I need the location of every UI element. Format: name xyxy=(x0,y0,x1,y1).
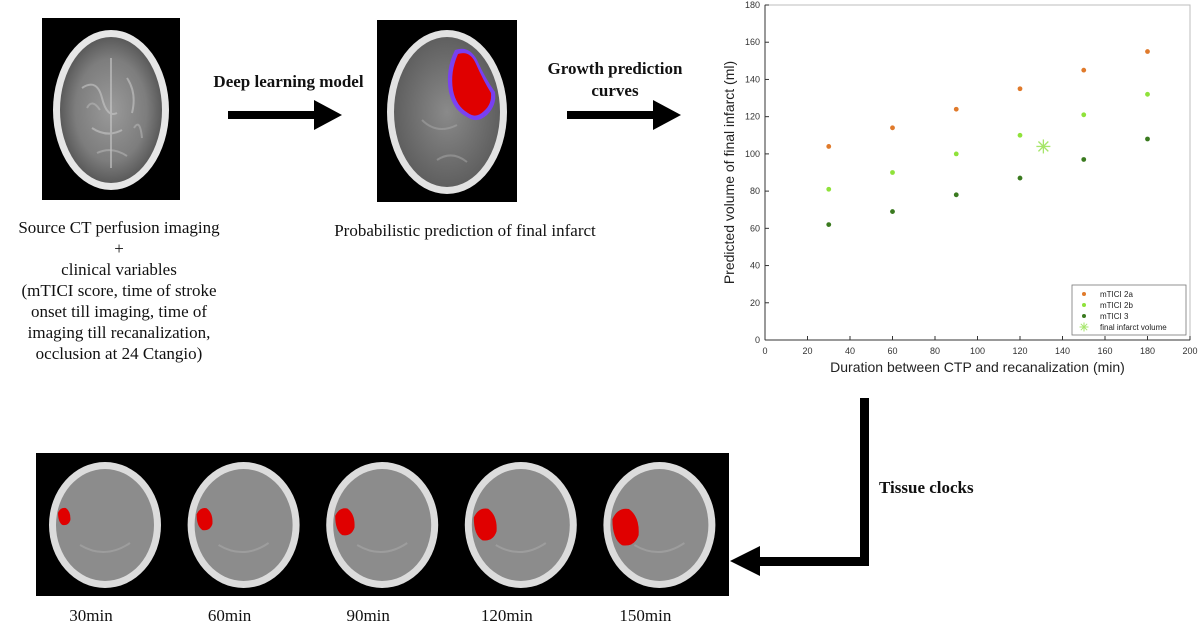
chart-y-axis-label: Predicted volume of final infarct (ml) xyxy=(721,61,737,284)
chart-point-mtici-2b xyxy=(826,186,832,192)
tissue-clock-frame xyxy=(49,462,161,588)
chart-x-tick-label: 140 xyxy=(1055,346,1070,356)
tissue-clock-frame xyxy=(464,462,577,588)
chart-y-tick-label: 120 xyxy=(745,112,760,122)
source-caption-line: occlusion at 24 Ctangio) xyxy=(35,344,203,363)
chart-point-mtici-2a xyxy=(1081,67,1087,73)
chart-point-mtici-2b xyxy=(1081,112,1087,118)
infarct-region xyxy=(196,508,213,531)
chart-x-tick-label: 60 xyxy=(887,346,897,356)
infarct-region xyxy=(58,507,71,526)
tissue-clocks-label: Tissue clocks xyxy=(879,478,974,497)
source-caption: Source CT perfusion imaging + clinical v… xyxy=(0,217,238,364)
source-ct-scan xyxy=(53,30,169,190)
chart-point-mtici-3 xyxy=(953,192,959,198)
prediction-ct-scan xyxy=(387,30,507,194)
chart-point-final-infarct xyxy=(1036,139,1051,154)
tissue-clock-strip xyxy=(36,453,729,596)
legend-entry: mTICI 2a xyxy=(1100,290,1133,299)
chart-point-mtici-3 xyxy=(826,222,832,228)
deep-learning-label: Deep learning model xyxy=(213,72,364,91)
chart-point-mtici-2a xyxy=(826,144,832,149)
chart-y-tick-label: 40 xyxy=(750,261,760,271)
source-caption-line: + xyxy=(114,239,124,258)
infarct-region xyxy=(473,508,497,541)
arrow-to-curves xyxy=(567,100,681,130)
time-label: 30min xyxy=(69,606,113,625)
chart-y-tick-label: 60 xyxy=(750,223,760,233)
source-caption-line: onset till imaging, time of xyxy=(30,302,208,321)
chart-x-tick-label: 180 xyxy=(1140,346,1155,356)
chart-y-tick-label: 80 xyxy=(750,186,760,196)
prediction-ct-image xyxy=(377,20,517,202)
chart-point-mtici-2b xyxy=(890,170,895,175)
chart-x-tick-label: 0 xyxy=(762,346,767,356)
chart-point-mtici-2a xyxy=(890,125,895,131)
legend-marker xyxy=(1082,303,1086,307)
growth-prediction-label: Growth prediction curves xyxy=(530,58,700,102)
chart-x-tick-label: 80 xyxy=(930,346,940,356)
legend-entry: mTICI 3 xyxy=(1100,312,1129,321)
time-label: 150min xyxy=(619,606,672,625)
chart-point-mtici-2a xyxy=(953,106,959,112)
chart-y-tick-label: 20 xyxy=(750,298,760,308)
chart-y-tick-label: 0 xyxy=(755,335,760,345)
chart-x-tick-label: 160 xyxy=(1097,346,1112,356)
chart-y-tick-label: 180 xyxy=(745,0,760,10)
infarct-region xyxy=(612,508,639,546)
tissue-clock-frame xyxy=(326,462,439,588)
source-ct-image xyxy=(42,18,180,200)
chart-x-tick-label: 120 xyxy=(1012,346,1027,356)
legend-entry: mTICI 2b xyxy=(1100,301,1133,310)
chart-x-tick-label: 20 xyxy=(802,346,812,356)
growth-label-line1: Growth prediction xyxy=(547,59,683,78)
chart-point-mtici-2b xyxy=(1145,91,1150,97)
chart-legend-box xyxy=(1071,284,1187,336)
source-caption-line: imaging till recanalization, xyxy=(27,323,211,342)
chart-y-tick-label: 100 xyxy=(745,149,760,159)
chart-point-mtici-3 xyxy=(890,209,895,214)
infarct-region xyxy=(335,508,355,536)
chart-point-mtici-3 xyxy=(1145,136,1150,142)
time-label: 60min xyxy=(207,606,252,625)
chart-point-mtici-2a xyxy=(1145,49,1150,54)
chart-x-axis-label: Duration between CTP and recanalization … xyxy=(830,359,1125,375)
chart-point-mtici-3 xyxy=(1081,157,1087,162)
chart-x-tick-label: 100 xyxy=(970,346,985,356)
legend-marker xyxy=(1082,292,1086,296)
chart-x-tick-label: 200 xyxy=(1182,346,1197,356)
tissue-clock-frame xyxy=(187,462,300,588)
time-label: 90min xyxy=(346,606,390,625)
time-label: 120min xyxy=(480,606,533,625)
chart-point-mtici-3 xyxy=(1017,175,1023,181)
legend-marker-final-infarct xyxy=(1079,322,1089,332)
growth-chart: 0 20 40 60 80 100 120 140 160 180 200 0 20 40 60 80 100 1… xyxy=(721,0,1198,375)
chart-y-tick-label: 140 xyxy=(745,74,760,84)
source-caption-line: clinical variables xyxy=(61,260,177,279)
chart-point-mtici-2b xyxy=(1017,132,1023,138)
chart-point-mtici-2a xyxy=(1017,86,1023,92)
chart-point-mtici-2b xyxy=(953,151,959,157)
arrow-to-model xyxy=(228,100,342,130)
prediction-caption: Probabilistic prediction of final infarc… xyxy=(334,221,596,240)
source-caption-line: Source CT perfusion imaging xyxy=(18,218,220,237)
tissue-clock-frame xyxy=(603,462,716,588)
growth-label-line2: curves xyxy=(591,81,639,100)
tissue-clocks-arrow xyxy=(730,398,869,576)
tissue-clock-frames xyxy=(49,462,716,588)
source-caption-line: (mTICI score, time of stroke xyxy=(21,281,217,300)
legend-marker xyxy=(1082,314,1086,318)
legend-entry: final infarct volume xyxy=(1100,323,1167,332)
chart-y-tick-label: 160 xyxy=(745,37,760,47)
chart-x-tick-label: 40 xyxy=(845,346,855,356)
